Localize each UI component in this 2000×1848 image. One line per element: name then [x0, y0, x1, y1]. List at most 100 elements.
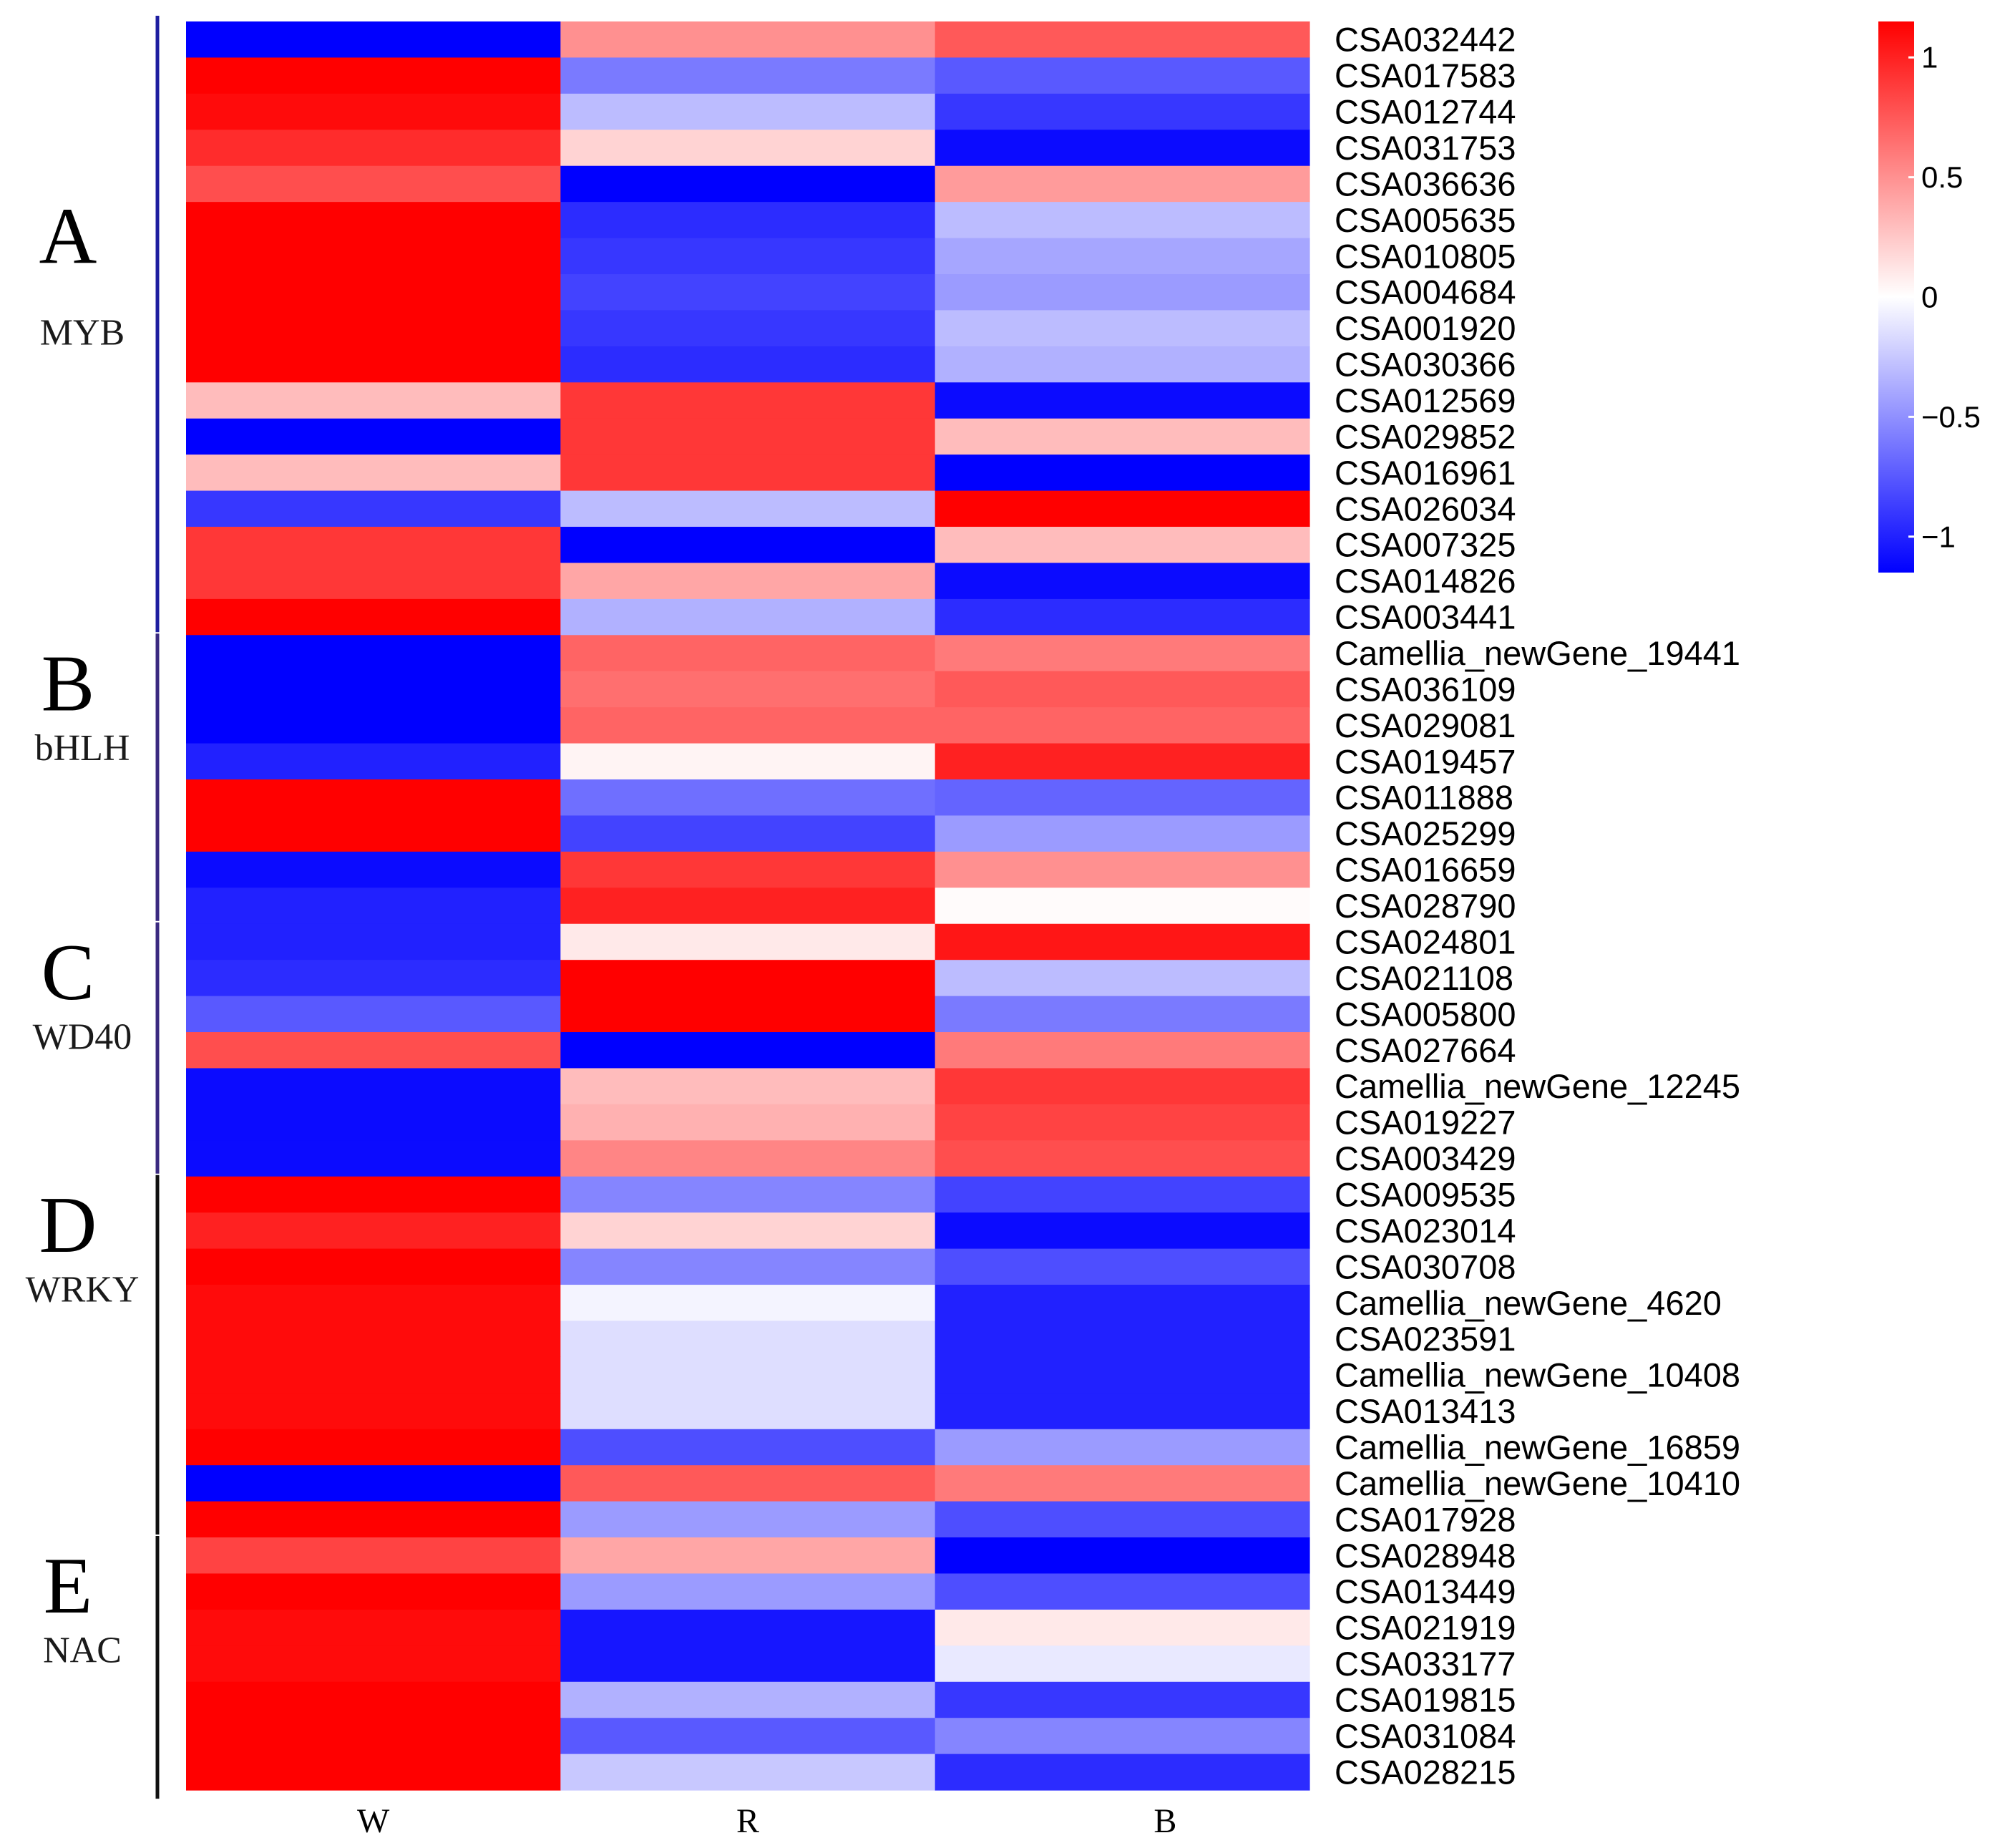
colorbar-tick-label: −1: [1921, 520, 1956, 553]
heatmap-cell: [560, 779, 936, 817]
row-label: CSA023591: [1335, 1320, 1516, 1358]
row-label: Camellia_newGene_10410: [1335, 1464, 1740, 1502]
row-label: CSA012744: [1335, 93, 1516, 131]
heatmap-cell: [935, 996, 1310, 1033]
row-label: Camellia_newGene_12245: [1335, 1067, 1740, 1105]
heatmap-cell: [186, 887, 561, 925]
heatmap-cell: [186, 743, 561, 780]
heatmap-cell: [186, 671, 561, 708]
heatmap-cell: [186, 1356, 561, 1394]
heatmap-cell: [186, 454, 561, 492]
heatmap-cell: [186, 202, 561, 239]
heatmap-cell: [186, 1032, 561, 1069]
row-label: CSA010805: [1335, 237, 1516, 275]
heatmap-cell: [186, 1754, 561, 1791]
heatmap-cell: [560, 382, 936, 419]
heatmap-cell: [935, 1321, 1310, 1358]
heatmap-cell: [186, 1212, 561, 1250]
heatmap-cell: [560, 346, 936, 383]
heatmap-cell: [935, 310, 1310, 347]
heatmap-cell: [186, 1393, 561, 1430]
heatmap-cell: [560, 563, 936, 600]
colorbar-tick-label: −0.5: [1921, 400, 1981, 434]
heatmap-cell: [560, 851, 936, 888]
heatmap-cell: [935, 57, 1310, 94]
row-label: CSA033177: [1335, 1645, 1516, 1683]
heatmap-cell: [186, 1429, 561, 1466]
heatmap-cell: [935, 1285, 1310, 1322]
heatmap-cell: [560, 635, 936, 672]
colorbar: 1 0.5 0 −0.5 −1: [1878, 21, 1981, 573]
row-labels: CSA032442CSA017583CSA012744CSA031753CSA0…: [1335, 21, 1740, 1791]
heatmap-cell: [935, 887, 1310, 925]
row-label: CSA016659: [1335, 851, 1516, 889]
row-label: Camellia_newGene_16859: [1335, 1428, 1740, 1466]
row-label: CSA031753: [1335, 129, 1516, 167]
heatmap-cells: [186, 21, 1310, 1791]
heatmap-cell: [935, 1068, 1310, 1105]
heatmap-cell: [560, 130, 936, 167]
row-label: CSA031084: [1335, 1717, 1516, 1755]
heatmap-cell: [560, 1068, 936, 1105]
heatmap-cell: [560, 1465, 936, 1502]
heatmap-cell: [935, 1718, 1310, 1755]
heatmap-cell: [560, 887, 936, 925]
row-label: CSA007325: [1335, 526, 1516, 564]
heatmap-cell: [560, 1537, 936, 1575]
row-label: CSA027664: [1335, 1031, 1516, 1069]
heatmap-cell: [560, 996, 936, 1033]
heatmap-cell: [560, 923, 936, 961]
heatmap-cell: [560, 418, 936, 455]
heatmap-cell: [560, 1393, 936, 1430]
heatmap-cell: [935, 779, 1310, 817]
row-label: CSA009535: [1335, 1175, 1516, 1213]
heatmap-cell: [935, 1212, 1310, 1250]
heatmap-cell: [560, 202, 936, 239]
heatmap-cell: [935, 1573, 1310, 1610]
heatmap-cell: [560, 454, 936, 492]
heatmap-cell: [935, 274, 1310, 311]
heatmap-cell: [186, 598, 561, 636]
heatmap-cell: [560, 1104, 936, 1141]
heatmap-cell: [186, 527, 561, 564]
heatmap-cell: [560, 1754, 936, 1791]
row-label: Camellia_newGene_19441: [1335, 634, 1740, 672]
heatmap-cell: [935, 1032, 1310, 1069]
colorbar-gradient: [1878, 21, 1914, 573]
heatmap-cell: [935, 165, 1310, 203]
heatmap-cell: [560, 1645, 936, 1683]
heatmap-cell: [186, 1104, 561, 1141]
heatmap-cell: [935, 93, 1310, 130]
heatmap-cell: [186, 996, 561, 1033]
heatmap-cell: [186, 815, 561, 852]
heatmap-cell: [935, 1176, 1310, 1213]
row-label: CSA021919: [1335, 1609, 1516, 1647]
heatmap-cell: [186, 418, 561, 455]
row-label: CSA003441: [1335, 598, 1516, 636]
heatmap-cell: [560, 21, 936, 59]
row-label: CSA017583: [1335, 57, 1516, 94]
row-label: CSA021108: [1335, 959, 1513, 997]
heatmap-cell: [935, 418, 1310, 455]
heatmap-cell: [560, 1140, 936, 1177]
heatmap-cell: [186, 563, 561, 600]
group-letter: B: [42, 639, 95, 728]
heatmap-cell: [560, 165, 936, 203]
heatmap-cell: [560, 1032, 936, 1069]
heatmap-cell: [186, 1681, 561, 1718]
heatmap-cell: [935, 743, 1310, 780]
group-name: NAC: [43, 1630, 122, 1671]
row-label: CSA024801: [1335, 923, 1516, 961]
heatmap-cell: [560, 93, 936, 130]
heatmap-cell: [935, 1609, 1310, 1646]
heatmap-cell: [186, 490, 561, 527]
heatmap-cell: [935, 21, 1310, 59]
heatmap-cell: [935, 238, 1310, 275]
row-label: CSA019815: [1335, 1681, 1516, 1719]
heatmap-cell: [186, 1573, 561, 1610]
row-label: CSA030708: [1335, 1248, 1516, 1285]
row-label: CSA013413: [1335, 1392, 1516, 1430]
heatmap-cell: [935, 1465, 1310, 1502]
heatmap-cell: [186, 1176, 561, 1213]
